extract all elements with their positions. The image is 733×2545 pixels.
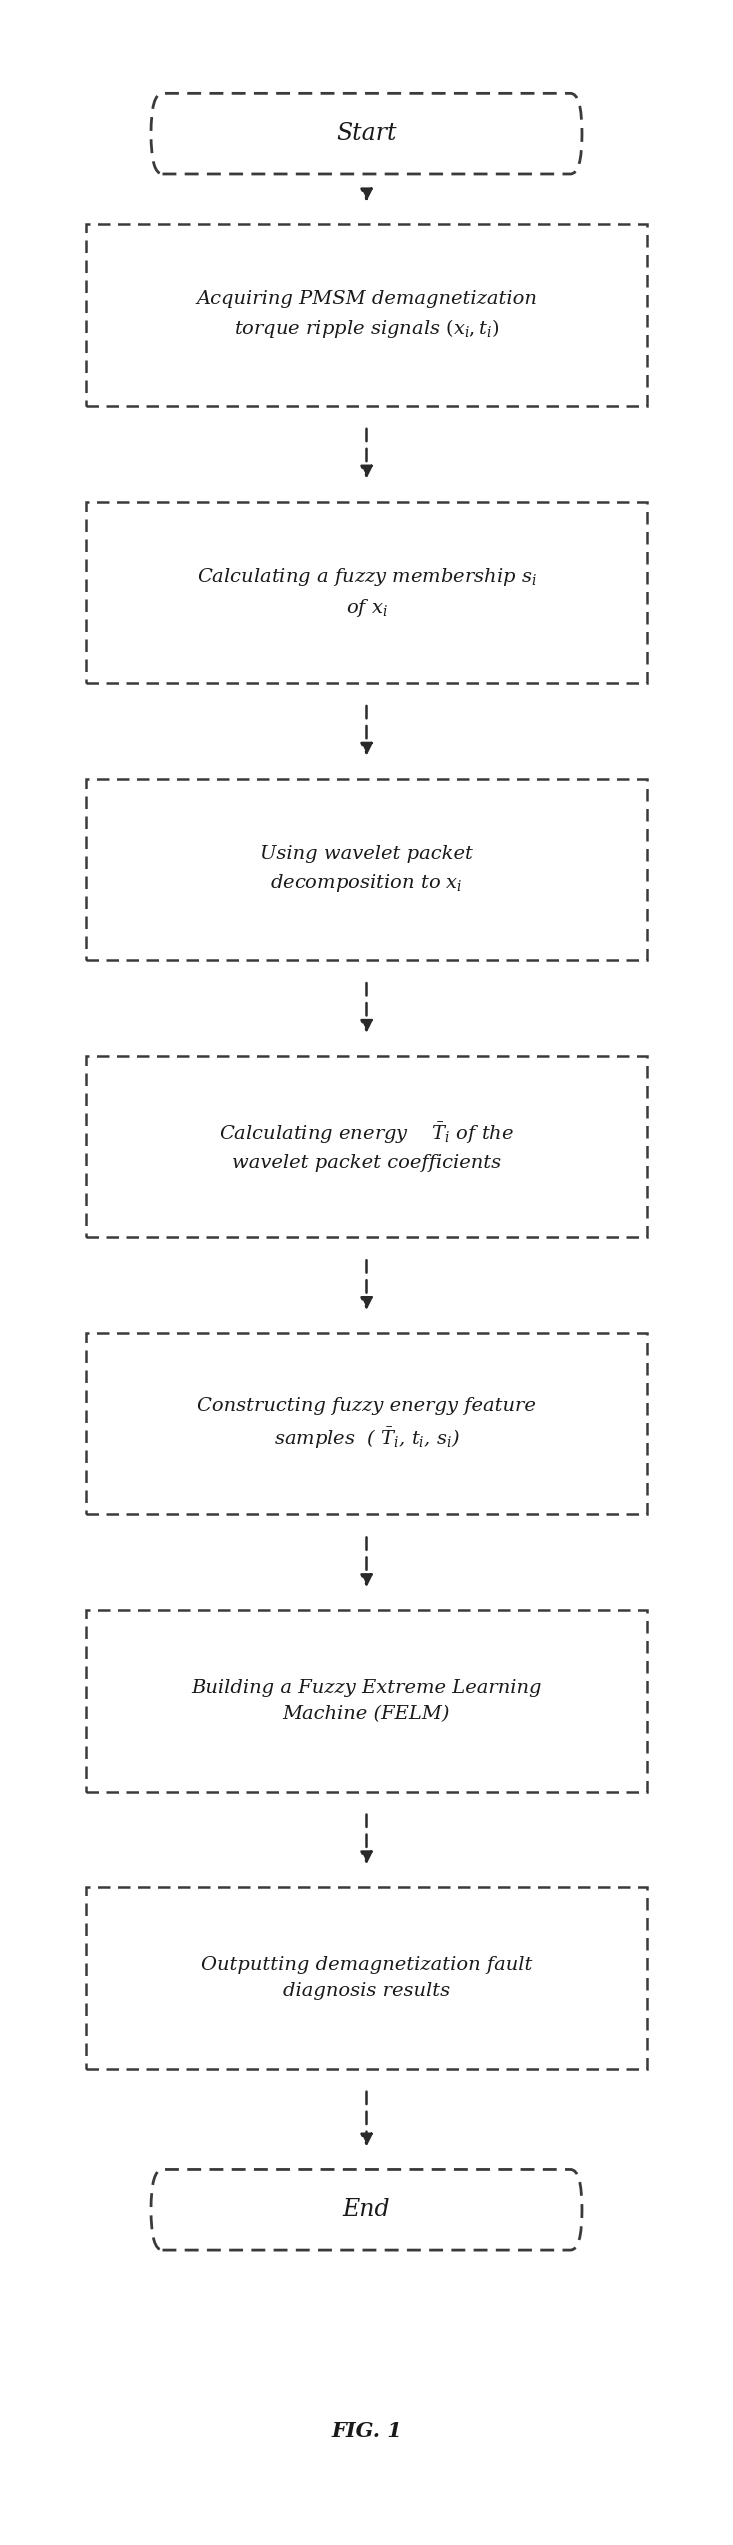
FancyBboxPatch shape	[86, 779, 647, 959]
Text: End: End	[343, 2199, 390, 2222]
FancyBboxPatch shape	[86, 1056, 647, 1237]
FancyBboxPatch shape	[86, 1888, 647, 2069]
Text: Constructing fuzzy energy feature
samples  ( $\bar{T}_i$, $t_i$, $s_i$): Constructing fuzzy energy feature sample…	[197, 1397, 536, 1451]
Text: Building a Fuzzy Extreme Learning
Machine (FELM): Building a Fuzzy Extreme Learning Machin…	[191, 1680, 542, 1723]
Text: Using wavelet packet
decomposition to $x_i$: Using wavelet packet decomposition to $x…	[260, 845, 473, 893]
FancyBboxPatch shape	[86, 1611, 647, 1792]
Text: Calculating energy    $\bar{T}_i$ of the
wavelet packet coefficients: Calculating energy $\bar{T}_i$ of the wa…	[219, 1120, 514, 1173]
Text: Calculating a fuzzy membership $s_i$
of $x_i$: Calculating a fuzzy membership $s_i$ of …	[196, 565, 537, 618]
FancyBboxPatch shape	[151, 94, 582, 173]
FancyBboxPatch shape	[86, 501, 647, 682]
Text: Outputting demagnetization fault
diagnosis results: Outputting demagnetization fault diagnos…	[201, 1957, 532, 2000]
Text: Acquiring PMSM demagnetization
torque ripple signals $(x_i, t_i)$: Acquiring PMSM demagnetization torque ri…	[196, 290, 537, 341]
Text: Start: Start	[336, 122, 397, 145]
FancyBboxPatch shape	[86, 1334, 647, 1514]
Text: FIG. 1: FIG. 1	[331, 2420, 402, 2441]
FancyBboxPatch shape	[86, 224, 647, 405]
FancyBboxPatch shape	[151, 2168, 582, 2250]
